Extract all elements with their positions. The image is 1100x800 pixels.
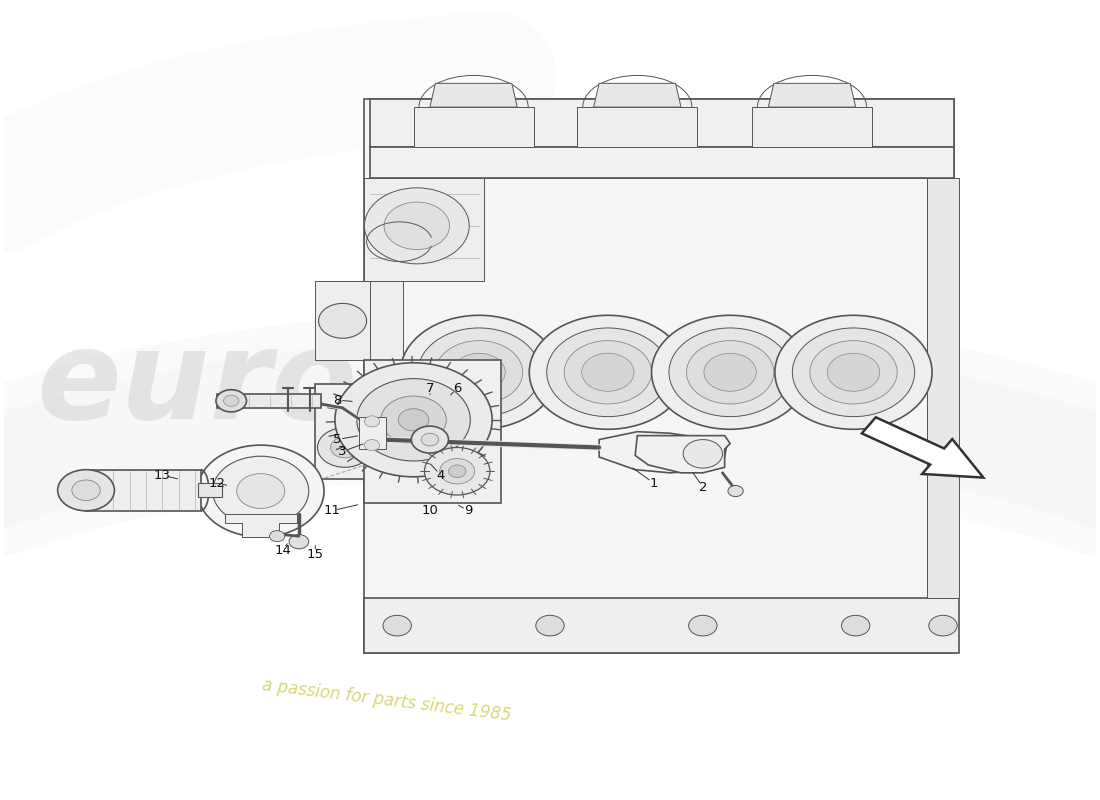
Circle shape <box>289 534 309 549</box>
Circle shape <box>827 354 880 391</box>
Polygon shape <box>635 436 730 473</box>
Text: 12: 12 <box>209 477 226 490</box>
Polygon shape <box>364 178 484 282</box>
Polygon shape <box>364 361 500 503</box>
Text: euro: euro <box>37 324 359 445</box>
Circle shape <box>216 390 246 412</box>
Text: 2: 2 <box>698 481 707 494</box>
Polygon shape <box>224 514 297 537</box>
Polygon shape <box>752 107 872 146</box>
Polygon shape <box>359 418 386 449</box>
Circle shape <box>57 470 114 511</box>
Circle shape <box>683 439 723 468</box>
Polygon shape <box>861 418 983 478</box>
Circle shape <box>356 378 471 461</box>
Circle shape <box>384 202 450 250</box>
Circle shape <box>236 474 285 509</box>
Text: 9: 9 <box>464 504 472 518</box>
Circle shape <box>728 486 744 497</box>
Circle shape <box>425 447 490 495</box>
Circle shape <box>529 315 686 430</box>
Circle shape <box>418 328 540 417</box>
Circle shape <box>400 315 558 430</box>
Polygon shape <box>316 282 370 361</box>
Circle shape <box>364 188 470 264</box>
Circle shape <box>689 615 717 636</box>
Polygon shape <box>217 394 321 408</box>
Circle shape <box>318 428 372 467</box>
Text: 7: 7 <box>426 382 434 394</box>
Text: 4: 4 <box>437 469 446 482</box>
Polygon shape <box>364 598 959 654</box>
Text: 13: 13 <box>154 469 170 482</box>
Polygon shape <box>364 99 954 654</box>
Circle shape <box>270 530 285 542</box>
Circle shape <box>331 438 359 458</box>
Polygon shape <box>370 146 954 178</box>
Circle shape <box>436 341 522 404</box>
Circle shape <box>651 315 808 430</box>
Circle shape <box>842 615 870 636</box>
Circle shape <box>364 416 380 427</box>
Text: parts: parts <box>419 401 706 494</box>
Circle shape <box>212 456 309 526</box>
Text: 3: 3 <box>339 445 346 458</box>
Circle shape <box>449 465 466 478</box>
Circle shape <box>453 354 505 391</box>
Polygon shape <box>768 83 856 107</box>
Polygon shape <box>364 178 403 479</box>
Circle shape <box>197 445 324 537</box>
Text: 15: 15 <box>307 548 323 561</box>
Polygon shape <box>430 83 517 107</box>
Circle shape <box>383 615 411 636</box>
Circle shape <box>421 434 439 446</box>
Circle shape <box>223 395 239 406</box>
Polygon shape <box>86 470 200 511</box>
Polygon shape <box>926 178 959 598</box>
Circle shape <box>319 303 366 338</box>
Circle shape <box>398 409 429 431</box>
Text: 6: 6 <box>453 382 461 394</box>
Circle shape <box>547 328 669 417</box>
Circle shape <box>582 354 634 391</box>
Polygon shape <box>594 83 681 107</box>
Text: 10: 10 <box>421 504 439 518</box>
Circle shape <box>669 328 791 417</box>
Polygon shape <box>198 483 222 497</box>
Polygon shape <box>370 99 954 146</box>
Circle shape <box>364 439 380 450</box>
Circle shape <box>411 426 449 453</box>
Circle shape <box>72 480 100 501</box>
Circle shape <box>536 615 564 636</box>
Text: 5: 5 <box>333 433 341 446</box>
Circle shape <box>774 315 932 430</box>
Text: 14: 14 <box>274 544 292 557</box>
Text: 1: 1 <box>649 477 658 490</box>
Text: 11: 11 <box>323 504 340 518</box>
Circle shape <box>928 615 957 636</box>
Text: 8: 8 <box>333 394 341 406</box>
Circle shape <box>381 396 447 443</box>
Circle shape <box>440 458 475 484</box>
Circle shape <box>704 354 757 391</box>
Circle shape <box>792 328 914 417</box>
Polygon shape <box>316 384 375 479</box>
Circle shape <box>564 341 651 404</box>
Polygon shape <box>578 107 697 146</box>
Circle shape <box>334 362 492 477</box>
Text: a passion for parts since 1985: a passion for parts since 1985 <box>261 677 512 725</box>
Polygon shape <box>600 432 727 473</box>
Circle shape <box>686 341 773 404</box>
Polygon shape <box>414 107 534 146</box>
Circle shape <box>810 341 898 404</box>
